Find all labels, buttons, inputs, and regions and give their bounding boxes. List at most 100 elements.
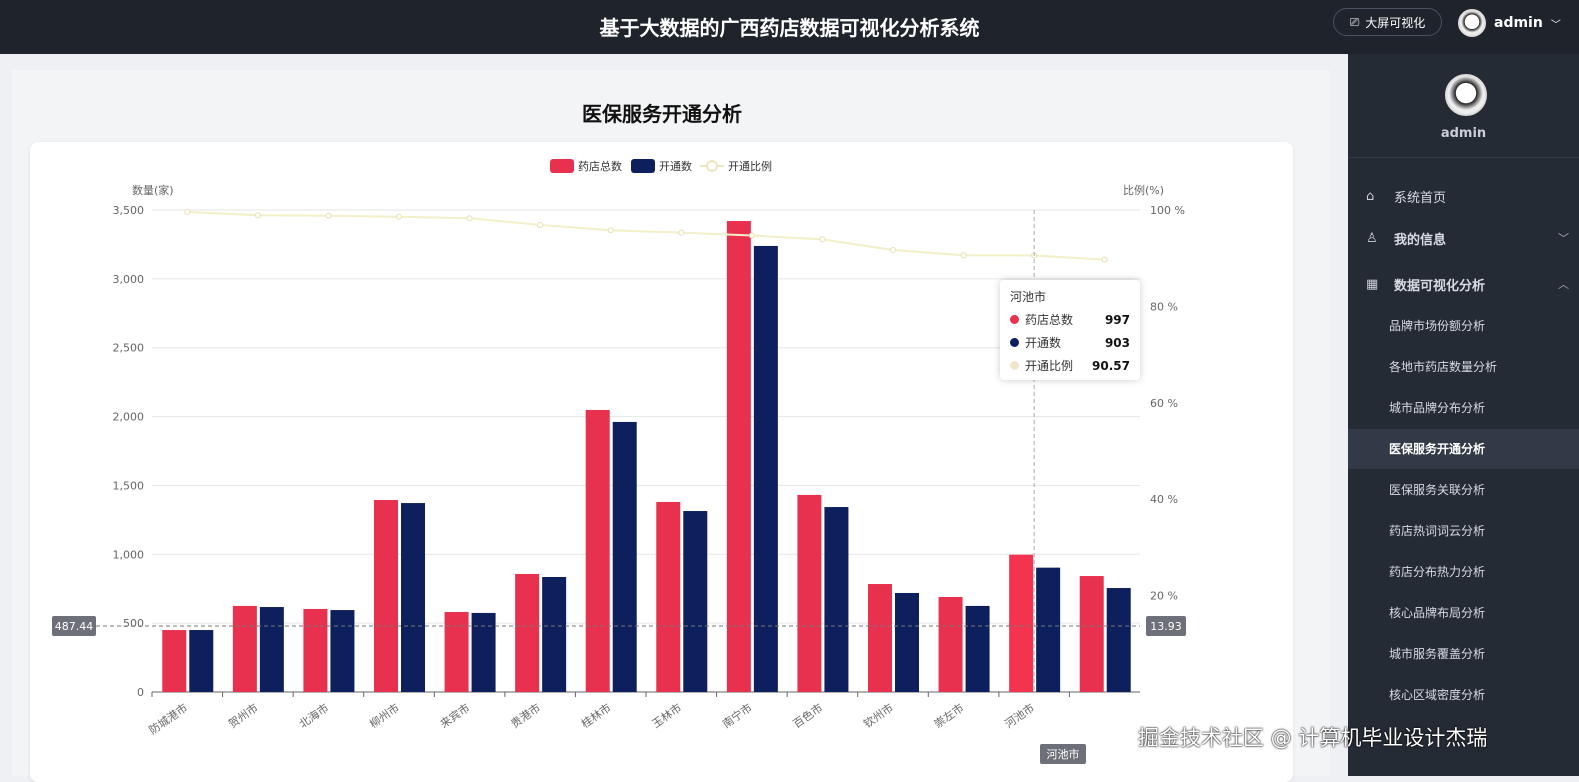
x-tick-label: 玉林市 bbox=[649, 700, 684, 730]
tooltip-row: 药店总数 997 bbox=[1010, 308, 1130, 331]
sidebar-item-home[interactable]: ⌂ 系统首页 bbox=[1348, 176, 1579, 216]
x-tick-label: 来宾市 bbox=[437, 700, 472, 730]
tooltip-name: 药店总数 bbox=[1025, 313, 1074, 327]
tooltip-name: 开通比例 bbox=[1025, 359, 1074, 373]
bar-total bbox=[656, 501, 681, 692]
axis-pointer-left-box bbox=[52, 616, 96, 636]
bigscreen-label: 大屏可视化 bbox=[1365, 15, 1426, 30]
bar-total bbox=[303, 608, 328, 692]
ratio-point bbox=[184, 208, 191, 215]
sidebar-subitem[interactable]: 城市服务覆盖分析 bbox=[1389, 647, 1486, 661]
y2-tick-label: 80 % bbox=[1150, 300, 1178, 313]
chart: 0 500 1,000 1,500 2,000 2,500 3,000 3,500 20 % 40… bbox=[52, 159, 1186, 764]
bar-total bbox=[938, 596, 963, 692]
watermark: 掘金技术社区 @ 计算机毕业设计杰瑞 bbox=[1138, 726, 1488, 750]
sidebar-item-label: 系统首页 bbox=[1394, 190, 1447, 206]
sidebar-subitem[interactable]: 药店分布热力分析 bbox=[1389, 565, 1486, 579]
ratio-point bbox=[960, 252, 967, 259]
bar-opened bbox=[401, 503, 425, 692]
tooltip-title: 河池市 bbox=[1010, 290, 1047, 304]
sidebar-subitem[interactable]: 各地市药店数量分析 bbox=[1389, 360, 1498, 374]
x-tick-label: 河池市 bbox=[1002, 700, 1037, 730]
sidebar-subitem[interactable]: 药店热词词云分析 bbox=[1389, 524, 1486, 538]
tooltip-value: 90.57 bbox=[1092, 358, 1130, 373]
ratio-point bbox=[819, 236, 826, 243]
sidebar-username: admin bbox=[1440, 126, 1487, 141]
y-tick-label: 2,500 bbox=[113, 342, 145, 355]
axis-pointer-x-label: 河池市 bbox=[1047, 747, 1080, 761]
bar-total bbox=[515, 573, 540, 692]
sidebar-subitem[interactable]: 医保服务开通分析 bbox=[1348, 429, 1579, 469]
page-title: 医保服务开通分析 bbox=[582, 102, 742, 126]
ratio-point bbox=[537, 221, 544, 228]
bar-opened bbox=[612, 421, 637, 692]
sidebar-subitem[interactable]: 医保服务关联分析 bbox=[1389, 483, 1486, 497]
bar-total bbox=[797, 494, 822, 692]
bar-opened bbox=[1106, 588, 1131, 692]
y-tick-label: 1,500 bbox=[113, 479, 145, 492]
bar-opened bbox=[330, 610, 355, 692]
sidebar-item-profile[interactable]: ♙ 我的信息 ﹀ bbox=[1348, 218, 1579, 258]
top-header: 基于大数据的广西药店数据可视化分析系统 ⎚ 大屏可视化 admin ﹀ bbox=[0, 0, 1579, 54]
user-icon: ♙ bbox=[1366, 230, 1378, 246]
x-tick-label: 桂林市 bbox=[578, 700, 613, 730]
bar-opened bbox=[824, 507, 849, 692]
tooltip-value: 903 bbox=[1104, 335, 1130, 350]
chart-tooltip: 河池市 药店总数 997 开通数 903 开通比例 90.57 bbox=[1000, 280, 1140, 380]
y2-tick-label: 20 % bbox=[1150, 590, 1178, 603]
bar-total bbox=[726, 221, 751, 692]
bar-opened bbox=[259, 607, 284, 692]
bigscreen-button[interactable]: ⎚ 大屏可视化 bbox=[1333, 8, 1442, 36]
bar-total bbox=[868, 584, 892, 692]
y-tick-label: 3,000 bbox=[113, 273, 145, 286]
legend-swatch-opened bbox=[631, 159, 655, 173]
bar-opened bbox=[965, 605, 990, 692]
ratio-point bbox=[748, 232, 755, 239]
sidebar-avatar bbox=[1445, 74, 1487, 116]
tooltip-row: 开通比例 90.57 bbox=[1010, 354, 1130, 377]
legend-label: 开通数 bbox=[659, 160, 692, 173]
sidebar-subitem[interactable]: 核心区域密度分析 bbox=[1389, 688, 1486, 702]
sidebar-subitem[interactable]: 品牌市场份额分析 bbox=[1389, 319, 1486, 333]
bar-total bbox=[444, 611, 469, 692]
ratio-point bbox=[890, 247, 896, 254]
bar-opened bbox=[189, 630, 214, 692]
y-tick-label: 3,500 bbox=[113, 204, 145, 217]
ratio-line bbox=[187, 210, 1105, 261]
ratio-point bbox=[607, 227, 614, 234]
x-tick-label: 柳州市 bbox=[367, 700, 402, 730]
home-icon: ⌂ bbox=[1366, 188, 1375, 204]
axis-pointer-right-box bbox=[1146, 616, 1186, 636]
avatar bbox=[1458, 9, 1486, 37]
series-dot-icon bbox=[1010, 338, 1019, 347]
bar-opened bbox=[1036, 567, 1061, 692]
bar-total bbox=[232, 605, 257, 692]
bar-opened bbox=[542, 577, 567, 692]
x-tick-label: 贺州市 bbox=[226, 700, 261, 730]
ratio-point bbox=[678, 229, 685, 236]
sidebar-subitem[interactable]: 核心品牌布局分析 bbox=[1389, 606, 1486, 620]
app-title: 基于大数据的广西药店数据可视化分析系统 bbox=[599, 16, 980, 40]
sidebar-item-label: 数据可视化分析 bbox=[1394, 278, 1486, 294]
axis-pointer-right-label: 13.93 bbox=[1150, 620, 1182, 633]
y-tick-label: 500 bbox=[123, 617, 144, 630]
legend-swatch-total bbox=[550, 159, 574, 173]
monitor-icon: ⎚ bbox=[1349, 14, 1360, 29]
user-menu[interactable]: admin ﹀ bbox=[1458, 9, 1561, 37]
grid-icon: ▦ bbox=[1366, 276, 1379, 292]
tooltip-row: 开通数 903 bbox=[1010, 331, 1130, 354]
x-tick-label: 百色市 bbox=[790, 700, 825, 730]
sidebar-subitem[interactable]: 城市品牌分布分析 bbox=[1389, 401, 1486, 415]
sidebar-item-visualization[interactable]: ▦ 数据可视化分析 ︿ bbox=[1348, 264, 1579, 304]
ratio-point bbox=[466, 215, 473, 222]
bar-opened bbox=[471, 612, 496, 692]
x-tick-label: 崇左市 bbox=[931, 700, 966, 730]
x-tick-label: 北海市 bbox=[296, 700, 331, 730]
tooltip-value: 997 bbox=[1104, 312, 1130, 327]
bar-opened bbox=[753, 245, 778, 693]
legend-label: 开通比例 bbox=[728, 159, 772, 173]
y2-tick-label: 60 % bbox=[1150, 397, 1178, 410]
bar-opened bbox=[895, 592, 919, 692]
divider bbox=[1348, 157, 1579, 158]
ratio-point bbox=[1101, 256, 1108, 263]
